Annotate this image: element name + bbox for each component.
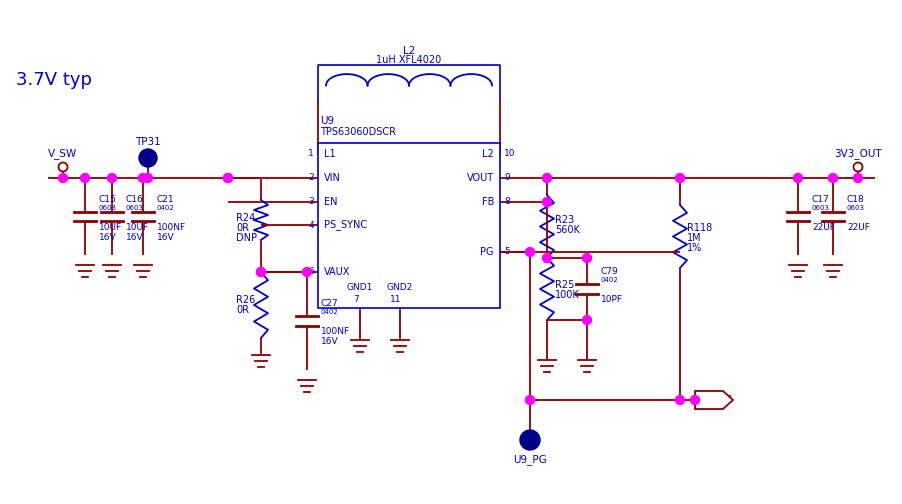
Circle shape xyxy=(525,396,534,405)
Text: 9: 9 xyxy=(503,173,510,182)
Text: 4: 4 xyxy=(308,221,314,229)
Circle shape xyxy=(80,173,89,182)
Circle shape xyxy=(256,268,265,277)
Text: U9_PG: U9_PG xyxy=(512,455,547,466)
Text: U9_PG: U9_PG xyxy=(698,395,732,405)
Text: EN: EN xyxy=(324,197,337,207)
Text: 560K: 560K xyxy=(555,225,579,235)
Text: 10UF: 10UF xyxy=(99,223,122,232)
Circle shape xyxy=(224,173,232,182)
Text: 100K: 100K xyxy=(555,290,579,300)
Text: 16V: 16V xyxy=(126,233,143,242)
Circle shape xyxy=(542,254,551,263)
Circle shape xyxy=(138,173,147,182)
Circle shape xyxy=(256,268,265,277)
Circle shape xyxy=(690,396,699,405)
Text: PS_SYNC: PS_SYNC xyxy=(324,220,367,230)
Text: 6: 6 xyxy=(308,268,314,277)
Text: TP31: TP31 xyxy=(135,137,161,147)
Text: 16V: 16V xyxy=(99,233,116,242)
Circle shape xyxy=(542,198,551,207)
Text: VAUX: VAUX xyxy=(324,267,350,277)
Text: 0402: 0402 xyxy=(601,277,618,283)
Text: VOUT: VOUT xyxy=(466,173,493,183)
Text: 0402: 0402 xyxy=(320,309,338,315)
Text: U9: U9 xyxy=(319,116,334,126)
Text: 3: 3 xyxy=(308,198,314,207)
Circle shape xyxy=(582,254,591,263)
Text: R24: R24 xyxy=(235,213,255,223)
Circle shape xyxy=(59,173,68,182)
Circle shape xyxy=(852,173,861,182)
Text: R23: R23 xyxy=(555,215,574,225)
Circle shape xyxy=(139,149,157,167)
Text: C79: C79 xyxy=(601,268,618,277)
Text: 0402: 0402 xyxy=(157,205,175,211)
Text: 1%: 1% xyxy=(686,243,702,253)
Text: 16V: 16V xyxy=(157,233,174,242)
Text: DNP: DNP xyxy=(235,233,257,243)
Text: 0603: 0603 xyxy=(846,205,864,211)
Polygon shape xyxy=(695,391,732,409)
Circle shape xyxy=(143,173,152,182)
Text: 1uH XFL4020: 1uH XFL4020 xyxy=(376,55,441,65)
Text: C21: C21 xyxy=(157,195,174,204)
Text: L2: L2 xyxy=(482,149,493,159)
Text: GND1: GND1 xyxy=(346,283,373,292)
Text: 22UF: 22UF xyxy=(846,223,869,232)
Text: 10: 10 xyxy=(503,150,515,158)
Circle shape xyxy=(582,316,591,325)
Circle shape xyxy=(520,430,539,450)
Text: 10UF: 10UF xyxy=(126,223,149,232)
Text: C18: C18 xyxy=(846,195,864,204)
Text: 0603: 0603 xyxy=(126,205,143,211)
Text: 3.7V typ: 3.7V typ xyxy=(16,71,92,89)
Text: TPS63060DSCR: TPS63060DSCR xyxy=(319,127,396,137)
Text: L1: L1 xyxy=(324,149,336,159)
Text: C27: C27 xyxy=(320,299,338,308)
Text: R26: R26 xyxy=(235,295,255,305)
Text: C17: C17 xyxy=(811,195,829,204)
Circle shape xyxy=(675,173,684,182)
Circle shape xyxy=(302,268,311,277)
Text: 11: 11 xyxy=(390,295,401,304)
Text: 3V3_OUT: 3V3_OUT xyxy=(833,149,881,159)
Text: C16: C16 xyxy=(126,195,143,204)
Text: 0603: 0603 xyxy=(99,205,117,211)
Text: 100NF: 100NF xyxy=(157,223,186,232)
Text: R118: R118 xyxy=(686,223,712,233)
Text: 1M: 1M xyxy=(686,233,701,243)
Text: 7: 7 xyxy=(353,295,358,304)
Text: PG: PG xyxy=(480,247,493,257)
Text: 0R: 0R xyxy=(235,305,249,315)
Text: 0R: 0R xyxy=(235,223,249,233)
Circle shape xyxy=(793,173,802,182)
Text: 100NF: 100NF xyxy=(320,328,350,337)
Circle shape xyxy=(525,247,534,257)
Text: VIN: VIN xyxy=(324,173,340,183)
Circle shape xyxy=(827,173,836,182)
Text: GND2: GND2 xyxy=(386,283,413,292)
Text: FB: FB xyxy=(481,197,493,207)
Text: 1: 1 xyxy=(308,150,314,158)
Text: 8: 8 xyxy=(503,198,510,207)
Bar xyxy=(318,143,500,308)
Text: 10PF: 10PF xyxy=(601,295,622,304)
Circle shape xyxy=(675,396,684,405)
Text: 22UF: 22UF xyxy=(811,223,834,232)
Text: V_SW: V_SW xyxy=(49,149,78,159)
Text: 16V: 16V xyxy=(320,338,338,346)
Circle shape xyxy=(224,173,232,182)
Text: 0603: 0603 xyxy=(811,205,829,211)
Text: C15: C15 xyxy=(99,195,116,204)
Circle shape xyxy=(542,173,551,182)
Text: 2: 2 xyxy=(308,173,314,182)
Text: R25: R25 xyxy=(555,280,574,290)
Text: 5: 5 xyxy=(503,247,510,257)
Circle shape xyxy=(107,173,116,182)
Text: L2: L2 xyxy=(402,46,415,56)
